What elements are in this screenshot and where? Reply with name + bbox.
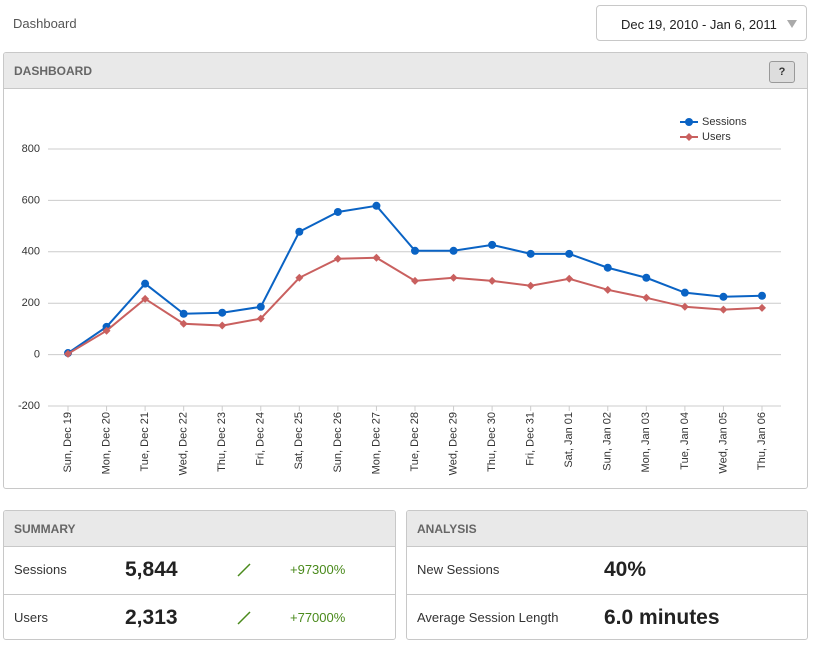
x-tick-label: Wed, Jan 05 bbox=[717, 412, 729, 474]
x-tick-label: Mon, Jan 03 bbox=[640, 412, 652, 473]
legend-marker bbox=[685, 133, 693, 141]
x-tick-label: Sun, Dec 26 bbox=[332, 412, 344, 473]
point bbox=[179, 319, 188, 328]
point bbox=[719, 292, 728, 301]
trend-line bbox=[237, 563, 251, 577]
point bbox=[141, 294, 150, 303]
row-value: 40% bbox=[604, 558, 647, 581]
point bbox=[680, 288, 689, 297]
point bbox=[411, 246, 419, 255]
row-label: Sessions bbox=[14, 562, 67, 577]
x-tick-label: Tue, Jan 04 bbox=[679, 412, 691, 470]
point bbox=[449, 273, 458, 282]
row-change: +77000% bbox=[290, 610, 346, 625]
row-value: 6.0 minutes bbox=[604, 606, 720, 629]
point bbox=[758, 303, 766, 312]
point bbox=[642, 273, 651, 282]
point bbox=[256, 302, 265, 311]
x-tick-label: Sun, Jan 02 bbox=[602, 412, 614, 471]
analysis-header: ANALYSIS bbox=[407, 511, 807, 547]
x-tick-label: Wed, Dec 22 bbox=[178, 412, 190, 475]
analysis-panel: ANALYSIS New Sessions 40% Average Session … bbox=[406, 510, 808, 640]
point bbox=[526, 249, 535, 258]
summary-header: SUMMARY bbox=[4, 511, 395, 547]
point bbox=[333, 207, 342, 216]
point bbox=[295, 227, 304, 236]
point bbox=[372, 253, 381, 262]
point bbox=[642, 293, 651, 302]
trend-icon bbox=[237, 563, 251, 577]
point bbox=[758, 291, 766, 300]
point bbox=[526, 281, 535, 290]
row-label: Average Session Length bbox=[417, 610, 559, 625]
page-title: Dashboard bbox=[13, 16, 77, 31]
y-tick-label: -200 bbox=[18, 400, 40, 412]
legend-label: Sessions bbox=[702, 116, 747, 128]
point bbox=[64, 349, 72, 358]
point bbox=[333, 254, 342, 263]
date-picker[interactable]: Dec 19, 2010 - Jan 6, 2011 bbox=[596, 5, 807, 41]
x-tick-label: Thu, Jan 06 bbox=[756, 412, 768, 470]
point bbox=[102, 326, 111, 335]
summary-row: Sessions 5,844 +97300% bbox=[4, 547, 395, 595]
point bbox=[603, 263, 612, 272]
x-tick-label: Wed, Dec 29 bbox=[447, 412, 459, 475]
point bbox=[565, 249, 574, 258]
x-tick-label: Tue, Dec 28 bbox=[409, 412, 421, 472]
legend-label: Users bbox=[702, 131, 731, 143]
point bbox=[488, 276, 497, 285]
point bbox=[603, 285, 612, 294]
x-tick-label: Sat, Dec 25 bbox=[293, 412, 305, 469]
x-tick-label: Tue, Dec 21 bbox=[139, 412, 151, 472]
x-tick-label: Mon, Dec 20 bbox=[100, 412, 112, 474]
trend-icon bbox=[237, 611, 251, 625]
trend-line bbox=[237, 611, 251, 625]
help-button[interactable]: ? bbox=[769, 61, 795, 83]
dashboard-panel: DASHBOARD ? -200 0 200 400 600 800 Sun, Dec 19… bbox=[3, 52, 808, 489]
x-tick-label: Sun, Dec 19 bbox=[62, 412, 74, 473]
summary-row: Users 2,313 +77000% bbox=[4, 595, 395, 639]
x-tick-label: Fri, Dec 31 bbox=[525, 412, 537, 466]
point bbox=[488, 240, 497, 249]
panel-header: DASHBOARD bbox=[4, 53, 807, 89]
dropdown-arrow bbox=[787, 20, 797, 28]
point bbox=[179, 309, 188, 318]
x-tick-label: Fri, Dec 24 bbox=[255, 412, 267, 466]
y-tick-label: 600 bbox=[22, 194, 40, 206]
legend-marker bbox=[685, 118, 693, 126]
point bbox=[256, 314, 265, 323]
panel-title: DASHBOARD bbox=[14, 64, 92, 78]
point bbox=[141, 279, 150, 288]
row-value: 5,844 bbox=[125, 558, 178, 581]
point bbox=[680, 302, 689, 311]
y-tick-label: 800 bbox=[22, 143, 40, 155]
row-label: New Sessions bbox=[417, 562, 500, 577]
x-tick-label: Mon, Dec 27 bbox=[370, 412, 382, 474]
x-tick-label: Thu, Dec 30 bbox=[486, 412, 498, 472]
y-tick-label: 400 bbox=[22, 246, 40, 258]
point bbox=[218, 321, 227, 330]
analysis-row: Average Session Length 6.0 minutes bbox=[407, 595, 807, 639]
row-value: 2,313 bbox=[125, 606, 178, 629]
point bbox=[565, 274, 574, 283]
date-range: Dec 19, 2010 - Jan 6, 2011 bbox=[621, 17, 777, 32]
point bbox=[295, 273, 304, 282]
y-tick-label: 200 bbox=[22, 297, 40, 309]
row-label: Users bbox=[14, 610, 48, 625]
point bbox=[449, 246, 458, 255]
point bbox=[411, 276, 419, 285]
x-tick-label: Sat, Jan 01 bbox=[563, 412, 575, 468]
chart: -200 0 200 400 600 800 Sun, Dec 19 Mon, Dec 20 T… bbox=[18, 116, 781, 475]
row-change: +97300% bbox=[290, 562, 346, 577]
point bbox=[218, 308, 227, 317]
y-tick-label: 0 bbox=[34, 349, 40, 361]
x-tick-label: Thu, Dec 23 bbox=[216, 412, 228, 472]
summary-panel: SUMMARY Sessions 5,844 +97300% Users 2,313 +7… bbox=[3, 510, 396, 640]
analysis-row: New Sessions 40% bbox=[407, 547, 807, 595]
point bbox=[719, 305, 728, 314]
point bbox=[372, 201, 381, 210]
